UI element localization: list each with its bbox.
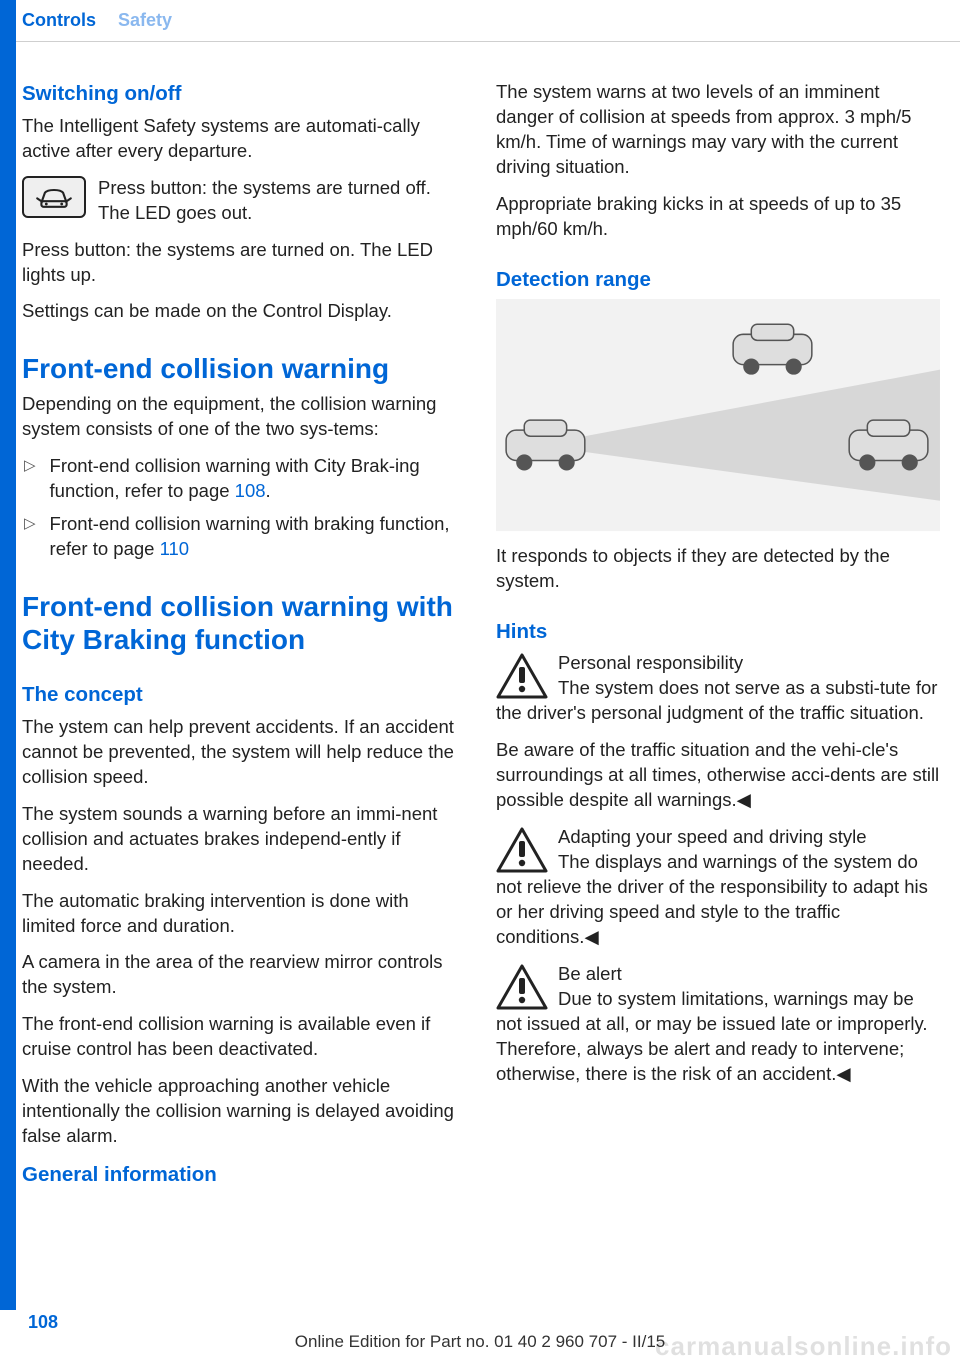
concept-p1: The ystem can help prevent accidents. If… [22,715,466,790]
text-settings: Settings can be made on the Control Disp… [22,299,466,324]
hint3-line: Due to system limitations, warnings may … [496,988,928,1084]
warning-triangle-icon [496,653,548,699]
bullet-text-1: Front-end collision warning with City Br… [50,454,466,504]
hint-1: Personal responsibility The system does … [496,651,940,726]
concept-p2: The system sounds a warning before an im… [22,802,466,877]
general-p1: The system warns at two levels of an imm… [496,80,940,180]
hint1-line: The system does not serve as a substi‐tu… [496,677,937,723]
heading-switching: Switching on/off [22,80,466,108]
hint-3: Be alert Due to system limitations, warn… [496,962,940,1087]
concept-p4: A camera in the area of the rearview mir… [22,950,466,1000]
concept-p3: The automatic braking intervention is do… [22,889,466,939]
bullet-marker-icon: ▷ [24,514,36,564]
car-front-icon [33,183,75,211]
concept-p6: With the vehicle approaching another veh… [22,1074,466,1149]
page-ref-108[interactable]: 108 [235,480,266,501]
detection-range-figure [496,299,940,531]
bullet-fcw-2: ▷ Front-end collision warning with braki… [22,512,466,562]
page-footer: 108 Online Edition for Part no. 01 40 2 … [0,1308,960,1362]
general-p2: Appropriate braking kicks in at speeds o… [496,192,940,242]
bullet-text-2: Front-end collision warning with braking… [50,512,466,562]
page-content: Switching on/off The Intelligent Safety … [0,42,960,1262]
online-edition-text: Online Edition for Part no. 01 40 2 960 … [0,1331,960,1354]
heading-detection: Detection range [496,266,940,294]
bullet-fcw-1: ▷ Front-end collision warning with City … [22,454,466,504]
hint2-line: The displays and warnings of the system … [496,851,928,947]
heading-hints: Hints [496,618,940,646]
bullet-2-a: Front-end collision warning with braking… [50,513,450,559]
text-switching-intro: The Intelligent Safety systems are autom… [22,114,466,164]
text-fcw-intro: Depending on the equipment, the collisio… [22,392,466,442]
heading-fcw: Front-end collision warning [22,352,466,386]
heading-concept: The concept [22,681,466,709]
blue-spine [0,0,16,1310]
heading-fcw-city: Front-end collision warning with City Br… [22,590,466,657]
warning-triangle-icon [496,964,548,1010]
detection-caption: It responds to objects if they are detec… [496,544,940,594]
bullet-marker-icon: ▷ [24,456,36,506]
hint1-p2: Be aware of the traffic situation and th… [496,738,940,813]
dashboard-button-icon [22,176,86,218]
page-ref-110[interactable]: 110 [160,538,190,559]
hint3-title: Be alert [558,963,622,984]
bullet-1-b: . [266,480,271,501]
text-press-on: Press button: the systems are turned on.… [22,238,466,288]
breadcrumb-safety: Safety [118,8,172,32]
hint1-p2-text: Be aware of the traffic situation and th… [496,739,939,810]
page-header: Controls Safety [0,0,960,42]
hint-2: Adapting your speed and driving style Th… [496,825,940,950]
hint1-title: Personal responsibility [558,652,743,673]
hint2-title: Adapting your speed and driving style [558,826,867,847]
heading-general: General information [22,1161,466,1189]
icon-row-press-button: Press button: the systems are turned off… [22,176,466,226]
warning-triangle-icon [496,827,548,873]
text-press-off: Press button: the systems are turned off… [98,176,466,226]
concept-p5: The front-end collision warning is avail… [22,1012,466,1062]
breadcrumb-controls: Controls [22,8,96,32]
